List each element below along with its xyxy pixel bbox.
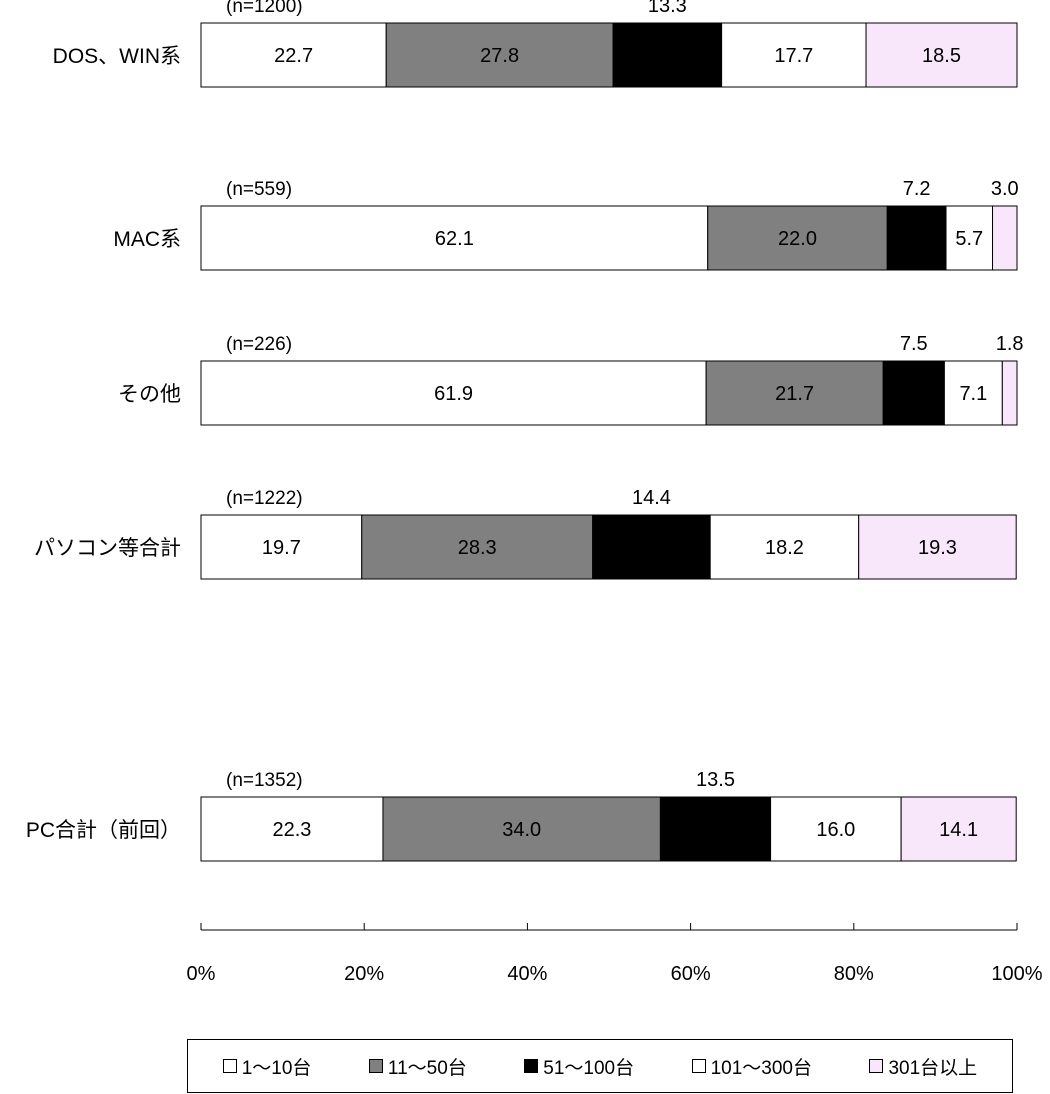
data-label: 7.5 — [900, 333, 928, 355]
legend-item: 101～300台 — [691, 1053, 812, 1080]
data-label: 5.7 — [955, 228, 983, 250]
data-label: 7.1 — [959, 383, 987, 405]
data-label: 18.2 — [765, 537, 804, 559]
x-tick-label: 0% — [187, 963, 216, 985]
legend-swatch — [869, 1059, 884, 1073]
bar-segment — [659, 796, 772, 862]
bar-segment — [382, 796, 661, 862]
bar-segment — [200, 205, 709, 271]
legend-label: 101～300台 — [710, 1057, 812, 1079]
legend-swatch — [691, 1059, 706, 1073]
data-label: 22.0 — [778, 228, 817, 250]
data-label: 62.1 — [435, 228, 474, 250]
x-tick-label: 40% — [507, 963, 547, 985]
legend-label: 1～10台 — [241, 1057, 312, 1079]
bar-segment — [770, 796, 902, 862]
bar-segment — [200, 22, 387, 88]
legend-item: 11～50台 — [368, 1053, 467, 1080]
chart-legend: 1～10台 11～50台 51～100台 101～300台 301台以上 — [187, 1039, 1013, 1093]
data-label: 19.3 — [918, 537, 957, 559]
legend-item: 301台以上 — [869, 1053, 977, 1080]
legend-swatch — [368, 1059, 383, 1073]
legend-label: 301台以上 — [888, 1057, 978, 1079]
data-label: 7.2 — [903, 178, 931, 200]
data-label: 22.3 — [273, 819, 312, 841]
bar-segment — [612, 22, 723, 88]
legend-label: 51～100台 — [543, 1057, 635, 1079]
bar-segment — [858, 514, 1017, 580]
sample-size-label: (n=1200) — [226, 0, 303, 17]
bar-segment — [707, 205, 888, 271]
category-label: MAC系 — [113, 228, 181, 251]
legend-item: 1～10台 — [222, 1053, 312, 1080]
category-label: その他 — [118, 383, 181, 406]
bar-segment — [900, 796, 1017, 862]
bar-segment — [945, 205, 994, 271]
bar-segment — [992, 205, 1018, 271]
category-label: PC合計（前回） — [26, 819, 181, 842]
bar-segment — [1001, 360, 1018, 426]
stacked-bar-chart: DOS、WIN系 (n=1200) 22.7 27.8 13.3 17.7 18.5 MAC系… — [26, 0, 1043, 985]
bar-segment — [592, 514, 711, 580]
data-label: 1.8 — [996, 333, 1024, 355]
data-label: 3.0 — [991, 178, 1019, 200]
data-label: 17.7 — [774, 45, 813, 67]
data-label: 16.0 — [816, 819, 855, 841]
x-tick-label: 20% — [344, 963, 384, 985]
data-label: 27.8 — [480, 45, 519, 67]
bar-segment — [200, 796, 384, 862]
bar-segment — [705, 360, 884, 426]
bar-segment — [361, 514, 594, 580]
bar-segment — [709, 514, 860, 580]
legend-swatch — [524, 1059, 539, 1073]
data-label: 19.7 — [262, 537, 301, 559]
data-label: 61.9 — [434, 383, 473, 405]
category-label: パソコン等合計 — [34, 537, 181, 560]
x-tick-label: 100% — [991, 963, 1042, 985]
data-label: 18.5 — [922, 45, 961, 67]
data-label: 14.1 — [939, 819, 978, 841]
data-label: 14.4 — [632, 487, 671, 509]
x-tick-label: 60% — [671, 963, 711, 985]
legend-swatch — [222, 1059, 237, 1073]
bar-segment — [385, 22, 614, 88]
data-label: 13.3 — [648, 0, 687, 17]
legend-label: 11～50台 — [387, 1057, 467, 1079]
data-label: 22.7 — [274, 45, 313, 67]
data-label: 13.5 — [696, 769, 735, 791]
bar-segment — [200, 360, 707, 426]
sample-size-label: (n=559) — [226, 179, 292, 200]
legend-item: 51～100台 — [524, 1053, 634, 1080]
category-label: DOS、WIN系 — [53, 45, 181, 68]
sample-size-label: (n=1222) — [226, 488, 303, 509]
sample-size-label: (n=226) — [226, 334, 292, 355]
bar-segment — [721, 22, 867, 88]
data-label: 34.0 — [502, 819, 541, 841]
sample-size-label: (n=1352) — [226, 770, 303, 791]
bar-segment — [865, 22, 1018, 88]
data-label: 21.7 — [775, 383, 814, 405]
bar-segment — [882, 360, 945, 426]
bar-segment — [943, 360, 1003, 426]
data-label: 28.3 — [458, 537, 497, 559]
x-tick-label: 80% — [834, 963, 874, 985]
bar-segment — [886, 205, 947, 271]
